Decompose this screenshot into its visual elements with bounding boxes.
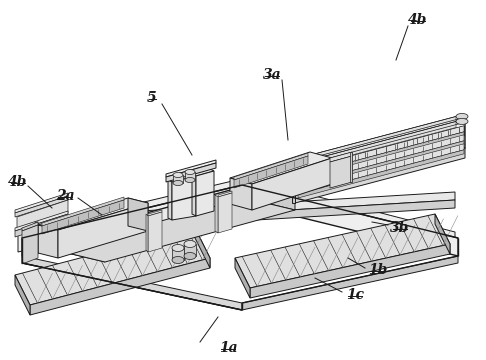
Text: 4b: 4b bbox=[8, 175, 28, 189]
Polygon shape bbox=[298, 132, 464, 180]
Polygon shape bbox=[235, 258, 250, 298]
Polygon shape bbox=[172, 248, 184, 260]
Polygon shape bbox=[184, 244, 196, 256]
Polygon shape bbox=[234, 156, 308, 188]
Text: 4b: 4b bbox=[408, 13, 428, 27]
Text: 3b: 3b bbox=[390, 221, 410, 235]
Ellipse shape bbox=[184, 240, 196, 248]
Polygon shape bbox=[148, 210, 162, 216]
Polygon shape bbox=[295, 120, 465, 193]
Polygon shape bbox=[35, 222, 38, 254]
Ellipse shape bbox=[173, 172, 183, 177]
Polygon shape bbox=[38, 198, 148, 230]
Polygon shape bbox=[15, 211, 68, 231]
Ellipse shape bbox=[173, 180, 183, 185]
Polygon shape bbox=[298, 141, 464, 189]
Polygon shape bbox=[435, 214, 450, 254]
Polygon shape bbox=[235, 214, 450, 288]
Polygon shape bbox=[192, 174, 196, 216]
Polygon shape bbox=[242, 256, 458, 310]
Polygon shape bbox=[234, 153, 308, 180]
Polygon shape bbox=[298, 144, 464, 194]
Ellipse shape bbox=[185, 177, 195, 183]
Polygon shape bbox=[245, 186, 295, 210]
Polygon shape bbox=[230, 152, 332, 184]
Text: 1c: 1c bbox=[346, 288, 364, 302]
Polygon shape bbox=[292, 165, 295, 203]
Polygon shape bbox=[298, 126, 464, 176]
Polygon shape bbox=[195, 228, 210, 268]
Polygon shape bbox=[299, 116, 456, 164]
Polygon shape bbox=[250, 244, 450, 298]
Polygon shape bbox=[25, 200, 455, 234]
Polygon shape bbox=[55, 238, 105, 262]
Polygon shape bbox=[298, 126, 464, 176]
Polygon shape bbox=[18, 178, 455, 252]
Polygon shape bbox=[42, 197, 124, 226]
Polygon shape bbox=[299, 121, 456, 169]
Polygon shape bbox=[298, 150, 464, 198]
Polygon shape bbox=[168, 174, 196, 182]
Polygon shape bbox=[252, 158, 332, 210]
Polygon shape bbox=[215, 195, 218, 233]
Ellipse shape bbox=[299, 160, 311, 166]
Polygon shape bbox=[230, 178, 252, 210]
Polygon shape bbox=[25, 192, 455, 226]
Polygon shape bbox=[58, 203, 148, 258]
Polygon shape bbox=[42, 200, 124, 234]
Polygon shape bbox=[15, 193, 68, 213]
Polygon shape bbox=[196, 171, 214, 216]
Ellipse shape bbox=[172, 256, 184, 264]
Ellipse shape bbox=[184, 252, 196, 260]
Polygon shape bbox=[166, 160, 216, 177]
Text: 1b: 1b bbox=[368, 263, 388, 277]
Polygon shape bbox=[22, 222, 38, 231]
Polygon shape bbox=[38, 225, 58, 258]
Text: 3a: 3a bbox=[263, 68, 281, 82]
Polygon shape bbox=[218, 193, 232, 233]
Polygon shape bbox=[330, 152, 352, 162]
Polygon shape bbox=[298, 135, 464, 185]
Polygon shape bbox=[218, 191, 232, 197]
Polygon shape bbox=[172, 176, 196, 220]
Ellipse shape bbox=[456, 118, 468, 125]
Polygon shape bbox=[15, 228, 210, 305]
Ellipse shape bbox=[172, 244, 184, 252]
Polygon shape bbox=[55, 198, 295, 262]
Polygon shape bbox=[298, 126, 464, 176]
Polygon shape bbox=[22, 256, 242, 310]
Polygon shape bbox=[298, 126, 464, 176]
Polygon shape bbox=[166, 163, 216, 182]
Polygon shape bbox=[15, 275, 30, 315]
Polygon shape bbox=[192, 169, 214, 176]
Ellipse shape bbox=[299, 155, 311, 161]
Polygon shape bbox=[330, 156, 352, 188]
Text: 1a: 1a bbox=[219, 341, 237, 355]
Polygon shape bbox=[168, 180, 172, 220]
Polygon shape bbox=[55, 186, 295, 250]
Polygon shape bbox=[298, 132, 464, 180]
Text: 5: 5 bbox=[147, 91, 157, 105]
Polygon shape bbox=[22, 225, 38, 264]
Polygon shape bbox=[295, 148, 465, 203]
Ellipse shape bbox=[456, 113, 468, 120]
Polygon shape bbox=[128, 198, 148, 231]
Polygon shape bbox=[146, 214, 148, 252]
Polygon shape bbox=[17, 200, 68, 230]
Polygon shape bbox=[350, 152, 352, 182]
Polygon shape bbox=[15, 196, 68, 217]
Polygon shape bbox=[15, 214, 68, 237]
Polygon shape bbox=[298, 132, 464, 180]
Polygon shape bbox=[22, 185, 458, 256]
Text: 2a: 2a bbox=[56, 189, 74, 203]
Ellipse shape bbox=[185, 170, 195, 175]
Polygon shape bbox=[148, 212, 162, 252]
Polygon shape bbox=[173, 175, 183, 183]
Polygon shape bbox=[298, 132, 464, 180]
Polygon shape bbox=[185, 172, 195, 180]
Polygon shape bbox=[30, 258, 210, 315]
